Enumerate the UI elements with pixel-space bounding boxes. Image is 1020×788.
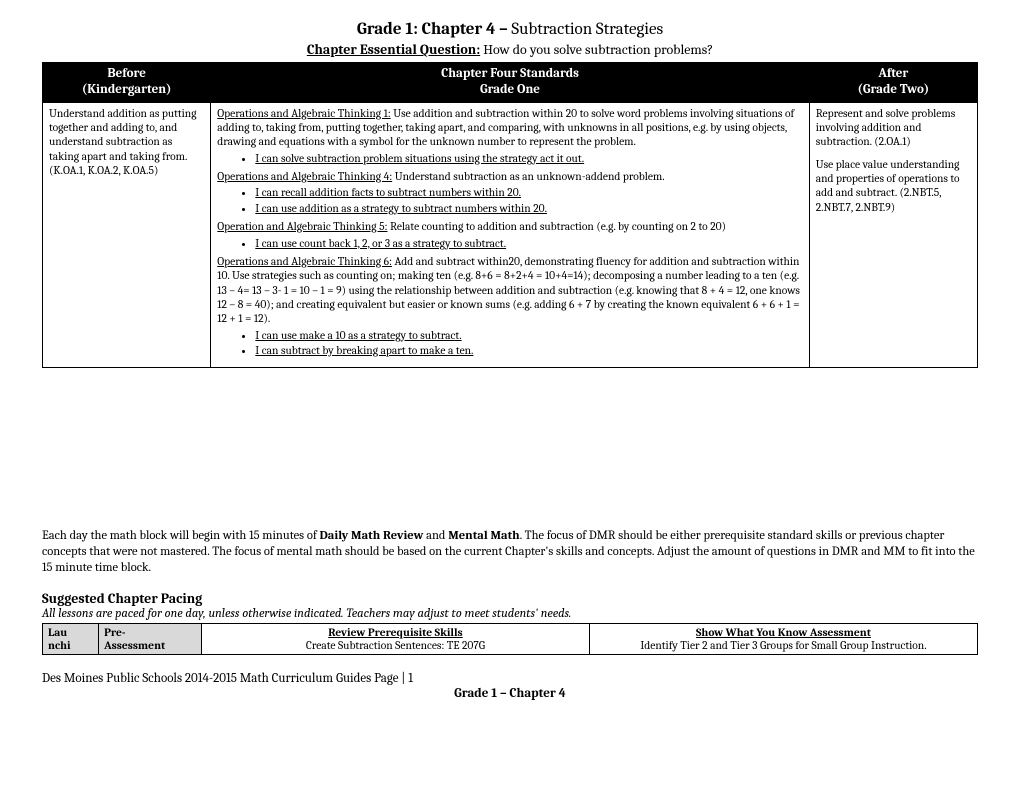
pacing-table: Lau nchi Pre- Assessment Review Prerequi… (42, 623, 978, 655)
header-middle: Chapter Four Standards Grade One (211, 63, 809, 103)
body-paragraph: Each day the math block will begin with … (42, 528, 978, 577)
footer-center: Grade 1 – Chapter 4 (42, 686, 978, 701)
header-before: Before (Kindergarten) (43, 63, 211, 103)
footer-left: Des Moines Public Schools 2014-2015 Math… (42, 671, 978, 686)
essential-text: How do you solve subtraction problems? (480, 41, 713, 58)
footer: Des Moines Public Schools 2014-2015 Math… (42, 671, 978, 701)
pacing-r1c1: Lau nchi (43, 624, 99, 655)
pacing-note: All lessons are paced for one day, unles… (42, 607, 978, 621)
title-bold: Grade 1: Chapter 4 – (357, 20, 512, 39)
essential-label: Chapter Essential Question: (307, 41, 480, 58)
page-title: Grade 1: Chapter 4 – Subtraction Strateg… (42, 20, 978, 39)
before-cell: Understand addition as putting together … (43, 102, 211, 367)
pacing-heading: Suggested Chapter Pacing (42, 590, 978, 607)
standards-table: Before (Kindergarten) Chapter Four Stand… (42, 62, 978, 368)
pacing-r1c3: Review Prerequisite Skills Create Subtra… (201, 624, 589, 655)
title-rest: Subtraction Strategies (511, 20, 663, 39)
essential-question: Chapter Essential Question: How do you s… (42, 41, 978, 58)
standards-cell: Operations and Algebraic Thinking 1: Use… (211, 102, 809, 367)
header-after: After (Grade Two) (809, 63, 977, 103)
pacing-r1c2: Pre- Assessment (99, 624, 202, 655)
pacing-r1c4: Show What You Know Assessment Identify T… (589, 624, 977, 655)
after-cell: Represent and solve problems involving a… (809, 102, 977, 367)
